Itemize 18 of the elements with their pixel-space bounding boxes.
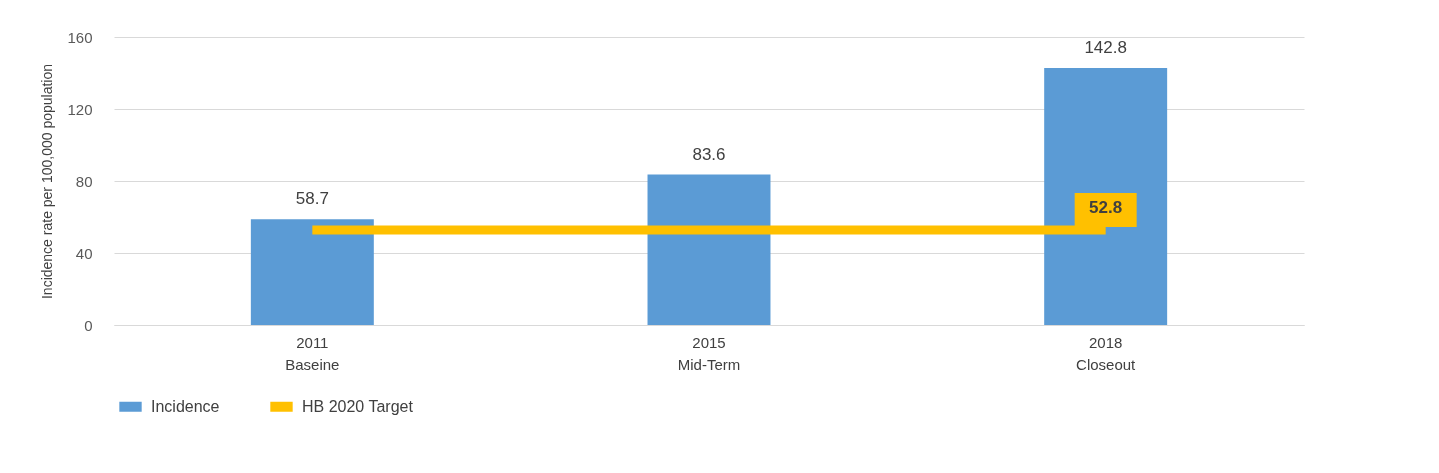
y-tick-label: 160 — [67, 28, 93, 46]
data-label: 142.8 — [1084, 37, 1127, 57]
legend-label: Incidence — [151, 397, 220, 415]
x-tick-label: 2011 Baseine — [285, 333, 340, 373]
x-tick-label: 2018 Closeout — [1076, 333, 1137, 373]
y-tick-label: 0 — [84, 316, 93, 334]
y-axis-title: Incidence rate per 100,000 population — [39, 63, 56, 300]
data-label: 52.8 — [1089, 197, 1123, 217]
bar — [1044, 67, 1168, 325]
x-tick-label: 2015 Mid-Term — [677, 333, 741, 373]
data-label: 83.6 — [692, 144, 726, 164]
bar — [647, 174, 771, 325]
y-tick-label: 80 — [75, 172, 93, 190]
y-tick-label: 40 — [75, 244, 93, 262]
legend-label: HB 2020 Target — [302, 397, 414, 415]
data-label: 58.7 — [295, 189, 329, 209]
y-tick-label: 120 — [67, 100, 93, 118]
bar — [250, 219, 374, 325]
